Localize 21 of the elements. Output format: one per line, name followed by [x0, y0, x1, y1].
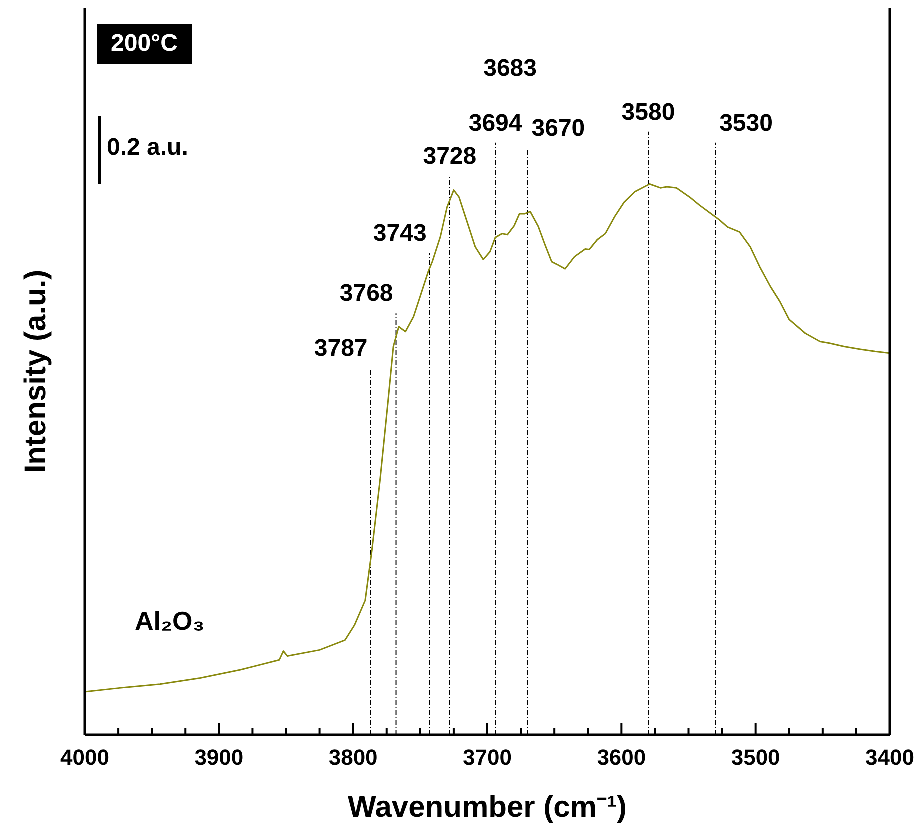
ref-line-label: 3580: [622, 98, 676, 126]
x-tick-label: 3800: [328, 745, 378, 770]
text: 200°C: [111, 30, 178, 57]
x-tick-label: 3600: [597, 745, 646, 770]
x-tick-label: 3900: [194, 745, 244, 770]
ref-line-label: 3787: [314, 335, 368, 362]
ref-line-label: 3694: [468, 110, 522, 137]
ref-line-label: 3530: [720, 110, 773, 137]
ref-line-label: 3743: [373, 220, 427, 247]
text: 3683: [484, 54, 537, 82]
ref-line-label: 3670: [532, 115, 586, 142]
ref-line-label: 3728: [423, 142, 477, 170]
text: 0.2 a.u.: [107, 134, 188, 161]
ref-line-label: 3768: [340, 280, 394, 308]
annotation: Al₂O₃: [135, 606, 205, 636]
x-tick-label: 3700: [463, 745, 512, 770]
x-tick-label: 4000: [60, 745, 110, 770]
x-tick-label: 3400: [866, 745, 914, 770]
x-axis-title: Wavenumber (cm⁻¹): [348, 791, 627, 824]
y-axis-title: Intensity (a.u.): [20, 270, 53, 474]
x-tick-label: 3500: [731, 745, 780, 770]
